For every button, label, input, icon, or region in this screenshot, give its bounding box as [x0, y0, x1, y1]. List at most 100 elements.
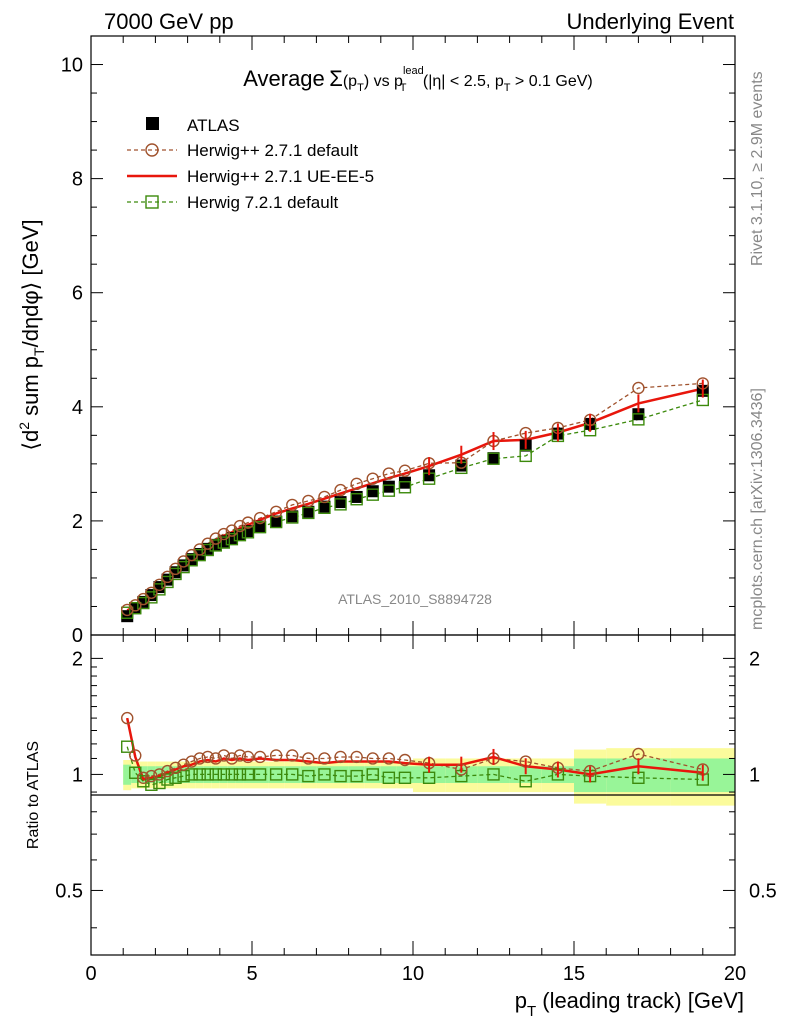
ratio-point-herwig7-default: [350, 769, 363, 783]
ratio-point-herwig7-default: [233, 768, 247, 781]
data-point-atlas: [286, 510, 299, 523]
data-point-herwigpp-default: [145, 586, 158, 599]
ratio-plot-series: [121, 711, 709, 791]
main-plot-series: [121, 377, 709, 623]
ratio-ytick-label-left: 1: [72, 764, 83, 786]
legend-label-atlas: ATLAS: [187, 116, 240, 135]
data-point-herwig7-default: [209, 539, 222, 552]
data-point-herwig7-default: [161, 575, 174, 589]
ratio-point-herwigpp-default: [225, 752, 239, 765]
ratio-point-herwigpp-default: [350, 750, 363, 764]
data-point-herwig7-default: [350, 493, 363, 506]
legend-label-herwigpp-ueee5: Herwig++ 2.7.1 UE-EE-5: [187, 167, 374, 186]
ratio-point-herwigpp-default: [398, 753, 412, 767]
main-plot-ticks: 0 2 4 6 8 10: [61, 36, 736, 647]
ratio-point-herwig7-default: [201, 768, 214, 781]
ratio-series-line: [126, 717, 703, 779]
ratio-point-herwigpp-default: [302, 752, 315, 765]
ratio-point-herwig7-default: [519, 775, 532, 788]
main-ytick-label: 0: [72, 625, 83, 647]
ratio-plot-ylabel: Ratio to ATLAS: [25, 741, 42, 849]
main-series-line: [126, 382, 703, 611]
ratio-point-herwigpp-default: [318, 752, 331, 765]
data-point-herwig7-default: [153, 583, 166, 596]
data-point-herwigpp-default: [233, 519, 247, 533]
uncertainty-band-inner: [171, 766, 180, 784]
uncertainty-band-inner: [147, 766, 156, 784]
ratio-point-herwig7-default: [487, 768, 500, 781]
ratio-point-herwigpp-default: [366, 752, 379, 765]
ratio-point-herwigpp-default: [169, 761, 182, 775]
ratio-point-herwigpp-default: [334, 750, 347, 764]
ratio-point-herwigpp-default: [286, 749, 299, 762]
ratio-point-herwig7-default: [302, 769, 315, 783]
data-point-herwig7-default: [302, 506, 315, 520]
plot-title: Average Σ(pT) vs plead T (|η| < 2.5, pT >…: [243, 65, 593, 95]
ratio-point-herwig7-default: [153, 776, 166, 790]
ratio-ytick-label-left: 2: [72, 648, 83, 670]
ratio-ytick-label-right: 0.5: [749, 880, 777, 902]
ratio-uncertainty-bands: [123, 748, 735, 806]
ratio-point-herwigpp-default: [129, 749, 142, 762]
data-point-herwigpp-default: [334, 483, 347, 497]
ratio-point-herwig7-default: [398, 771, 412, 785]
data-point-herwigpp-default: [241, 516, 255, 529]
data-point-herwig7-default: [241, 526, 255, 539]
ratio-point-herwigpp-default: [269, 749, 283, 762]
main-ytick-label: 6: [72, 283, 83, 305]
legend-label-herwigpp-default: Herwig++ 2.7.1 default: [187, 141, 358, 160]
uncertainty-band-inner: [316, 766, 333, 784]
data-point-herwigpp-default: [632, 381, 645, 395]
ratio-point-herwigpp-default: [145, 769, 158, 783]
ratio-point-herwigpp-default: [177, 758, 190, 771]
data-point-atlas: [487, 452, 500, 465]
ratio-point-herwig7-default: [193, 768, 206, 781]
uncertainty-band-inner: [380, 766, 397, 784]
uncertainty-band-inner: [268, 766, 285, 784]
ratio-point-herwig7-default: [382, 771, 396, 785]
ratio-xtick-label: 10: [402, 963, 424, 985]
data-point-herwig7-default: [519, 449, 532, 463]
data-point-herwigpp-default: [129, 599, 142, 612]
ratio-ytick-label-left: 0.5: [55, 880, 83, 902]
ratio-point-herwigpp-default: [137, 771, 150, 785]
data-point-herwig7-default: [286, 511, 299, 524]
data-point-atlas: [423, 469, 436, 482]
ratio-point-herwig7-default: [121, 740, 134, 753]
ratio-point-herwigpp-default: [241, 750, 255, 764]
data-point-herwigpp-default: [217, 527, 231, 541]
analysis-id: ATLAS_2010_S8894728: [338, 591, 492, 607]
data-point-herwig7-default: [253, 520, 267, 534]
data-point-herwig7-default: [382, 484, 396, 497]
uncertainty-band-inner: [413, 766, 446, 784]
ratio-ytick-label-right: 2: [749, 648, 760, 670]
data-point-herwig7-default: [366, 488, 379, 501]
data-point-herwig7-default: [398, 481, 412, 494]
data-point-herwig7-default: [487, 452, 500, 465]
ratio-point-herwig7-default: [318, 768, 331, 781]
ratio-xtick-label: 5: [246, 963, 257, 985]
ratio-point-herwigpp-default: [233, 749, 247, 762]
main-ytick-label: 10: [61, 55, 83, 77]
data-point-herwigpp-default: [137, 592, 150, 606]
data-point-atlas: [254, 520, 267, 533]
data-point-herwig7-default: [269, 515, 283, 529]
data-point-herwigpp-default: [269, 505, 283, 518]
data-point-herwig7-default: [177, 560, 190, 574]
ratio-point-herwigpp-default: [201, 750, 214, 764]
ratio-xtick-label: 15: [563, 963, 585, 985]
ratio-xtick-label: 20: [724, 963, 746, 985]
data-point-herwigpp-default: [398, 464, 412, 477]
rivet-label: Rivet 3.1.10, ≥ 2.9M events: [749, 71, 766, 266]
legend: ATLAS Herwig++ 2.7.1 default Herwig++ 2.…: [127, 116, 374, 212]
uncertainty-band-inner: [187, 766, 196, 784]
ratio-plot-ticks: 0.5 0.51 12 20 5 10 15 20: [55, 635, 777, 985]
data-point-herwig7-default: [632, 413, 645, 426]
ratio-point-herwigpp-default: [121, 711, 134, 725]
uncertainty-band-inner: [139, 766, 148, 784]
uncertainty-band-inner: [195, 766, 204, 784]
data-point-herwigpp-default: [318, 490, 331, 504]
data-point-herwigpp-default: [286, 498, 299, 512]
data-point-atlas: [350, 490, 363, 503]
